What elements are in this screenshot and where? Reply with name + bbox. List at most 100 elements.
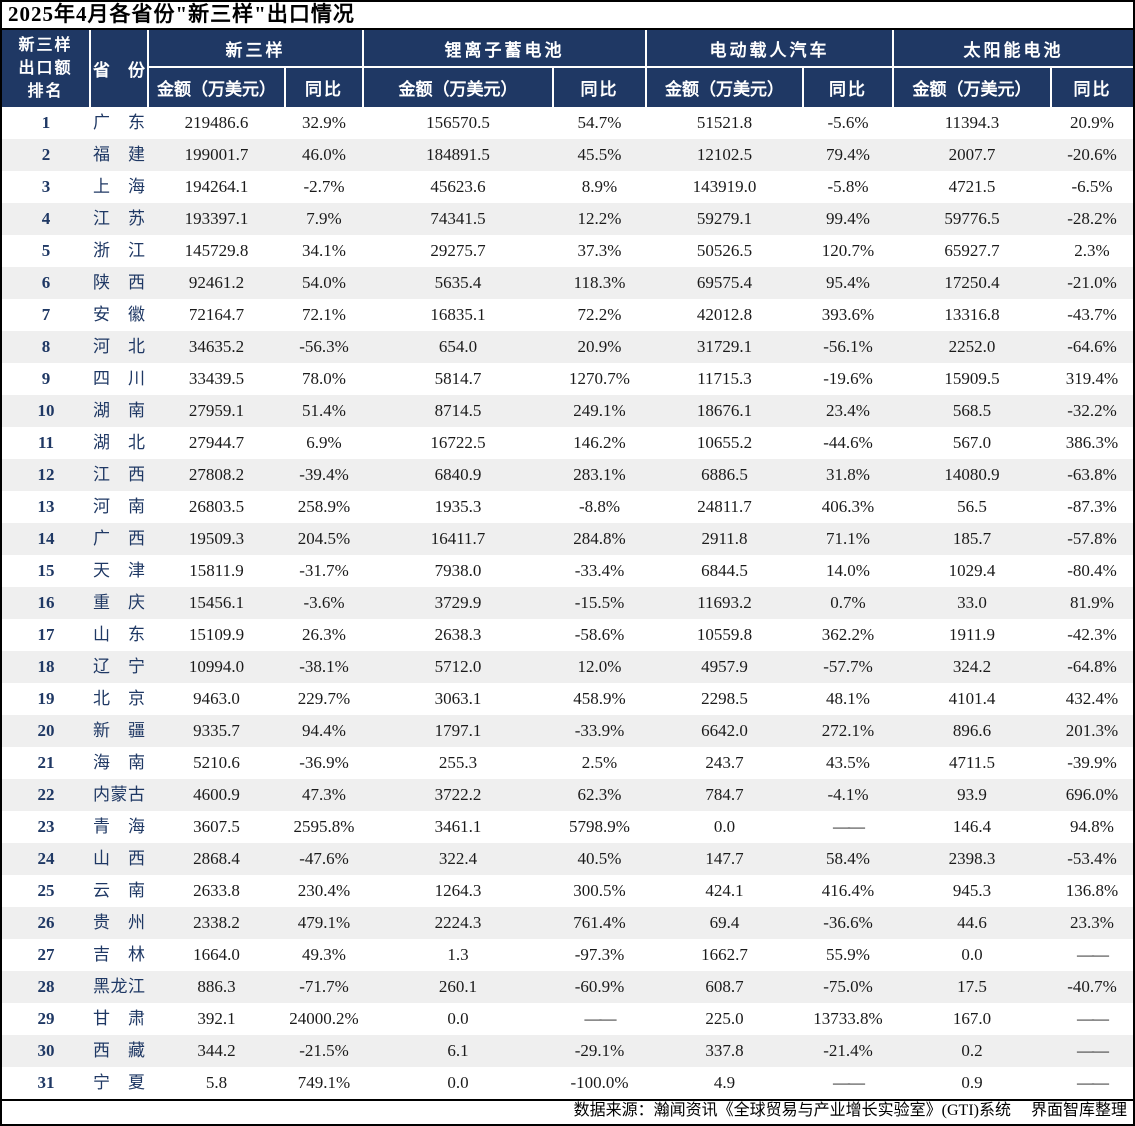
value-cell: 886.3 bbox=[197, 977, 236, 996]
value-cell: 118.3% bbox=[573, 273, 626, 292]
group-header-lithium-battery: 锂离子蓄电池 bbox=[362, 30, 647, 68]
value-cell: 2.3% bbox=[1074, 241, 1110, 260]
province-label: 吉林 bbox=[93, 945, 145, 964]
value-cell: 2.5% bbox=[581, 753, 618, 772]
province-label: 广东 bbox=[93, 113, 145, 132]
value-cell: 4721.5 bbox=[948, 177, 996, 196]
value-cell: 4600.9 bbox=[193, 785, 240, 804]
value-cell: 362.2% bbox=[821, 625, 875, 644]
value-cell: 146.4 bbox=[952, 817, 992, 836]
rank-cell: 19 bbox=[37, 689, 55, 708]
value-cell: 5712.0 bbox=[434, 657, 482, 676]
province-label: 江西 bbox=[93, 465, 145, 484]
province-cell: 江苏 bbox=[90, 203, 148, 235]
value-cell: 81.9% bbox=[1070, 593, 1114, 612]
province-cell: 浙江 bbox=[90, 235, 148, 267]
value-cell: 416.4% bbox=[821, 881, 875, 900]
rank-cell: 16 bbox=[37, 593, 55, 612]
value-cell: -39.4% bbox=[299, 465, 349, 484]
group-header-new-three: 新三样 bbox=[147, 30, 364, 68]
value-cell: 1.3 bbox=[447, 945, 469, 964]
value-cell: 2398.3 bbox=[948, 849, 996, 868]
value-cell: 255.3 bbox=[438, 753, 478, 772]
value-cell: -33.9% bbox=[574, 721, 625, 740]
value-cell: 72164.7 bbox=[188, 305, 245, 324]
value-cell: 300.5% bbox=[573, 881, 626, 900]
table-row: 1 广东 219486.6 32.9% 156570.5 54.7% 51521.8 -5.6… bbox=[2, 107, 1133, 139]
value-cell: -39.9% bbox=[1067, 753, 1117, 772]
value-cell: 50526.5 bbox=[696, 241, 753, 260]
value-cell: 33.0 bbox=[957, 593, 987, 612]
value-cell: -3.6% bbox=[303, 593, 345, 612]
value-cell: -97.3% bbox=[574, 945, 625, 964]
value-cell: 34635.2 bbox=[188, 337, 245, 356]
value-cell: 40.5% bbox=[577, 849, 622, 868]
value-cell: 23.4% bbox=[826, 401, 870, 420]
table-row: 24 山西 2868.4 -47.6% 322.4 40.5% 147.7 58.4% 2398… bbox=[2, 843, 1133, 875]
value-cell: 54.0% bbox=[302, 273, 346, 292]
value-cell: 696.0% bbox=[1065, 785, 1119, 804]
value-cell: 184891.5 bbox=[426, 145, 490, 164]
amount-header: 金额（万美元） bbox=[645, 66, 804, 107]
province-cell: 四川 bbox=[90, 363, 148, 395]
value-cell: 5.8 bbox=[205, 1073, 228, 1092]
province-label: 山西 bbox=[93, 849, 145, 868]
value-cell: 24000.2% bbox=[289, 1009, 359, 1028]
province-label: 青海 bbox=[93, 817, 145, 836]
value-cell: 43.5% bbox=[826, 753, 870, 772]
province-cell: 广西 bbox=[90, 523, 148, 555]
value-cell: 392.1 bbox=[197, 1009, 236, 1028]
value-cell: 6844.5 bbox=[701, 561, 748, 580]
value-cell: 0.0 bbox=[961, 945, 983, 964]
value-cell: 26.3% bbox=[302, 625, 346, 644]
rank-cell: 7 bbox=[41, 305, 51, 324]
province-label: 西藏 bbox=[93, 1041, 145, 1060]
value-cell: -87.3% bbox=[1067, 497, 1117, 516]
value-cell: -58.6% bbox=[574, 625, 625, 644]
rank-cell: 17 bbox=[37, 625, 55, 644]
province-label: 重庆 bbox=[93, 593, 145, 612]
value-cell: 34.1% bbox=[302, 241, 346, 260]
province-cell: 甘肃 bbox=[90, 1003, 148, 1035]
source-note: 数据来源：瀚闻资讯《全球贸易与产业增长实验室》(GTI)系统 界面智库整理 bbox=[2, 1099, 1133, 1122]
rank-cell: 15 bbox=[37, 561, 55, 580]
value-cell: 26803.5 bbox=[188, 497, 245, 516]
province-cell: 河北 bbox=[90, 331, 148, 363]
province-cell: 福建 bbox=[90, 139, 148, 171]
rank-cell: 27 bbox=[37, 945, 55, 964]
value-cell: 10655.2 bbox=[696, 433, 753, 452]
page-title: 2025年4月各省份"新三样"出口情况 bbox=[2, 2, 1133, 30]
value-cell: 432.4% bbox=[1065, 689, 1119, 708]
value-cell: 10994.0 bbox=[188, 657, 245, 676]
table-row: 31 宁夏 5.8 749.1% 0.0 -100.0% 4.9 —— 0.9 —— bbox=[2, 1067, 1133, 1099]
value-cell: 69575.4 bbox=[696, 273, 753, 292]
rank-cell: 31 bbox=[37, 1073, 55, 1092]
value-cell: 59776.5 bbox=[944, 209, 1000, 228]
value-cell: -5.6% bbox=[827, 113, 869, 132]
province-cell: 贵州 bbox=[90, 907, 148, 939]
rank-cell: 3 bbox=[41, 177, 51, 196]
value-cell: —— bbox=[833, 817, 865, 836]
value-cell: 1264.3 bbox=[434, 881, 482, 900]
value-cell: 72.2% bbox=[577, 305, 622, 324]
value-cell: 406.3% bbox=[821, 497, 875, 516]
value-cell: 749.1% bbox=[297, 1073, 351, 1092]
table-header: 新三样 出口额 排名 省份 新三样 锂离子蓄电池 电动载人汽车 太阳能电池 金额… bbox=[2, 30, 1133, 107]
value-cell: 0.2 bbox=[961, 1041, 983, 1060]
province-label: 北京 bbox=[93, 689, 145, 708]
rank-cell: 28 bbox=[37, 977, 55, 996]
value-cell: 16411.7 bbox=[430, 529, 486, 548]
value-cell: 46.0% bbox=[302, 145, 346, 164]
rank-cell: 10 bbox=[37, 401, 55, 420]
value-cell: 2252.0 bbox=[948, 337, 996, 356]
province-label: 内蒙古 bbox=[93, 785, 145, 804]
value-cell: 2911.8 bbox=[701, 529, 748, 548]
table-row: 9 四川 33439.5 78.0% 5814.7 1270.7% 11715.3 -19.6… bbox=[2, 363, 1133, 395]
value-cell: 45.5% bbox=[577, 145, 622, 164]
value-cell: 20.9% bbox=[577, 337, 622, 356]
value-cell: 47.3% bbox=[302, 785, 346, 804]
value-cell: 74341.5 bbox=[430, 209, 486, 228]
province-cell: 青海 bbox=[90, 811, 148, 843]
value-cell: 201.3% bbox=[1065, 721, 1119, 740]
value-cell: 32.9% bbox=[302, 113, 346, 132]
